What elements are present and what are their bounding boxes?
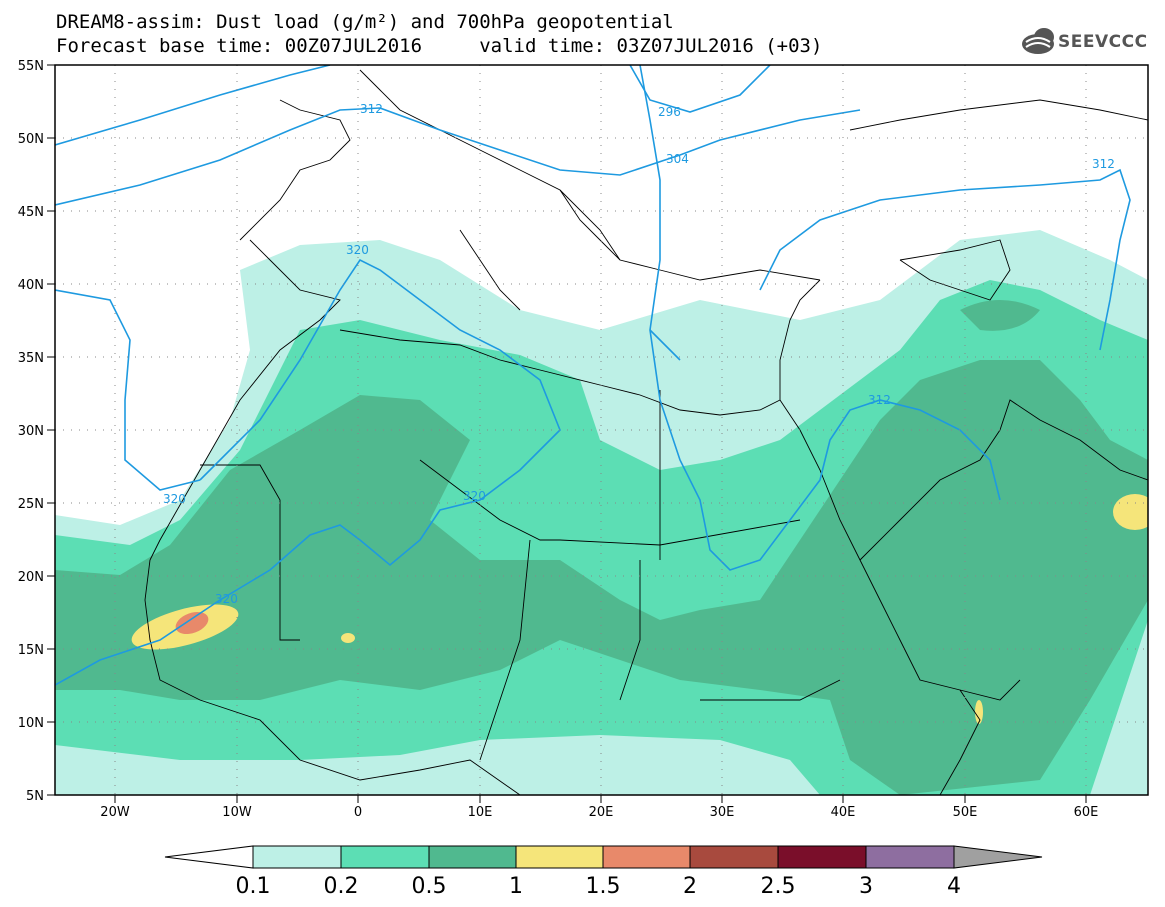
colorbar <box>164 845 1043 869</box>
lon-label: 0 <box>354 805 362 820</box>
geopotential-contours <box>55 65 1131 686</box>
lat-label: 30N <box>18 424 44 439</box>
lat-label: 25N <box>18 497 44 512</box>
colorbar-swatch <box>252 845 342 869</box>
colorbar-label: 0.1 <box>236 874 271 899</box>
lon-label: 60E <box>1074 805 1099 820</box>
colorbar-label: 4 <box>947 874 961 899</box>
lat-label: 50N <box>18 132 44 147</box>
colorbar-label: 0.2 <box>324 874 359 899</box>
lat-label: 5N <box>26 789 44 804</box>
tick-marks <box>47 64 1087 803</box>
lat-label: 45N <box>18 205 44 220</box>
lon-label: 20W <box>100 805 130 820</box>
lon-label: 30E <box>710 805 735 820</box>
colorbar-swatch <box>515 845 604 869</box>
lat-label: 15N <box>18 643 44 658</box>
map-subtitle: Forecast base time: 00Z07JUL2016 valid t… <box>56 35 823 57</box>
logo-text: SEEVCCC <box>1058 32 1148 52</box>
colorbar-label: 2 <box>683 874 697 899</box>
lon-label: 10E <box>468 805 493 820</box>
contour-label: 312 <box>360 102 383 116</box>
map-title: DREAM8-assim: Dust load (g/m²) and 700hP… <box>56 11 674 33</box>
contour-label: 320 <box>463 489 486 503</box>
colorbar-label: 1 <box>509 874 523 899</box>
lon-labels: 20W 10W 0 10E 20E 30E 40E 50E 60E <box>100 805 1098 820</box>
lat-label: 40N <box>18 278 44 293</box>
lat-label: 10N <box>18 716 44 731</box>
contour-label: 304 <box>666 152 689 166</box>
colorbar-swatch <box>164 845 254 869</box>
colorbar-swatch <box>865 845 955 869</box>
colorbar-label: 1.5 <box>586 874 621 899</box>
contour-label: 296 <box>658 105 681 119</box>
colorbar-swatch <box>953 845 1043 869</box>
lat-label: 55N <box>18 59 44 74</box>
colorbar-label: 3 <box>859 874 873 899</box>
colorbar-swatch <box>602 845 691 869</box>
contour-label: 320 <box>163 492 186 506</box>
contour-label: 312 <box>868 393 891 407</box>
cloud-icon <box>1022 28 1054 54</box>
contour-label: 320 <box>215 592 238 606</box>
dust-field <box>55 230 1148 795</box>
colorbar-swatch <box>428 845 517 869</box>
lon-label: 40E <box>831 805 856 820</box>
colorbar-labels: 0.1 0.2 0.5 1 1.5 2 2.5 3 4 <box>236 874 962 899</box>
colorbar-swatch <box>777 845 867 869</box>
lon-label: 20E <box>589 805 614 820</box>
lat-label: 35N <box>18 351 44 366</box>
contour-label: 320 <box>346 243 369 257</box>
colorbar-swatch <box>340 845 430 869</box>
contour-label: 312 <box>1092 157 1115 171</box>
colorbar-swatch <box>689 845 779 869</box>
colorbar-label: 0.5 <box>412 874 447 899</box>
lon-label: 50E <box>953 805 978 820</box>
lat-label: 20N <box>18 570 44 585</box>
colorbar-label: 2.5 <box>761 874 796 899</box>
contour-labels: 312 312 296 304 312 320 320 320 320 <box>163 102 1115 606</box>
grid-lines <box>55 65 1148 795</box>
coastlines <box>144 69 1148 795</box>
lon-label: 10W <box>222 805 252 820</box>
lat-labels: 55N 50N 45N 40N 35N 30N 25N 20N 15N 10N … <box>18 59 44 804</box>
